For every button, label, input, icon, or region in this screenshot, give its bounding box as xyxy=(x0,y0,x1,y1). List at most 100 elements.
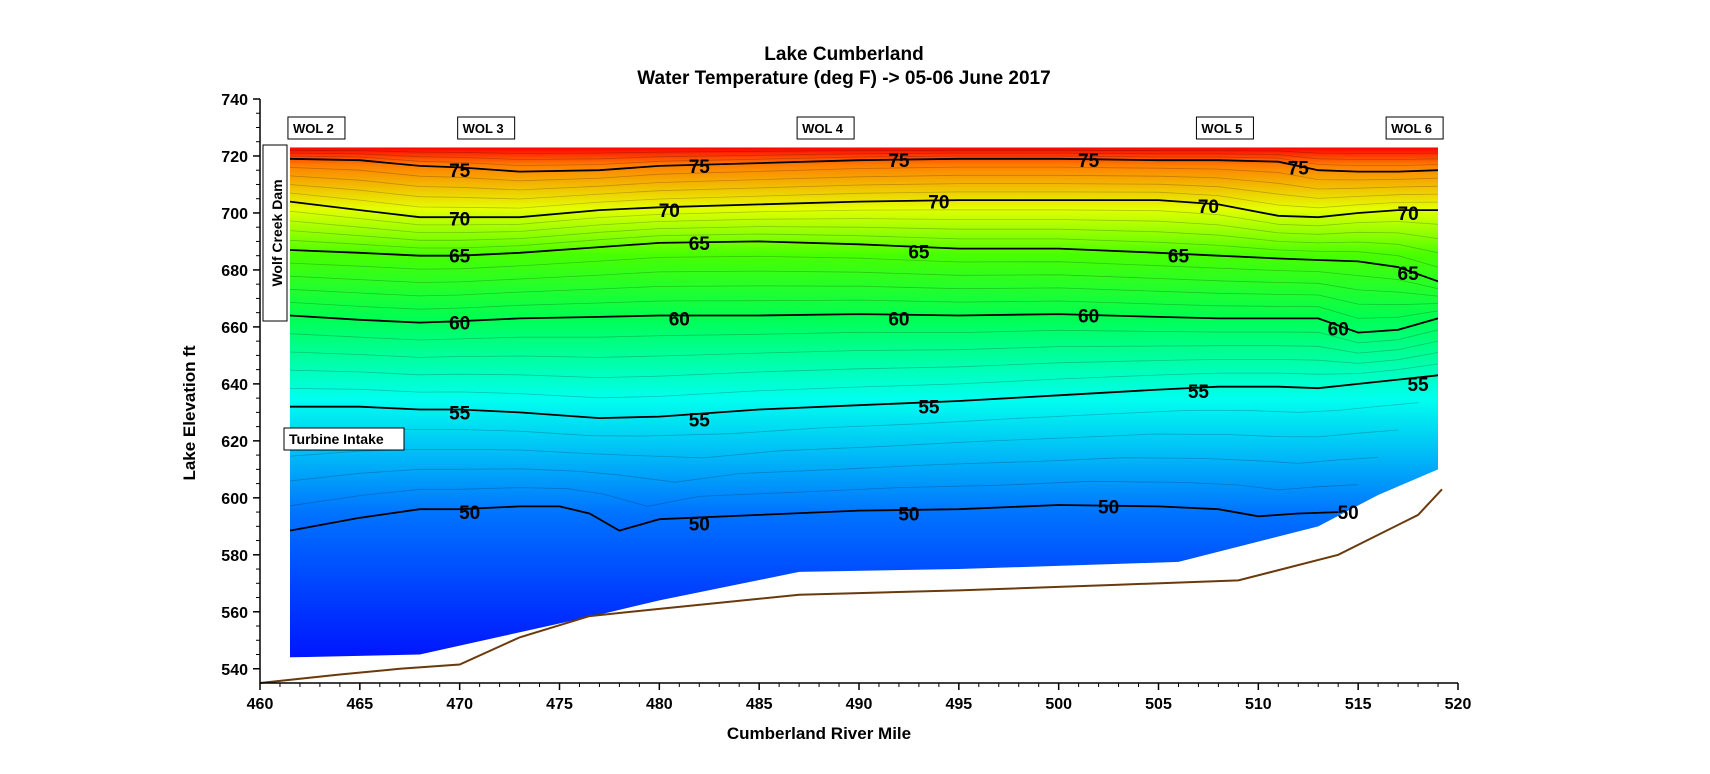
contour-label: 65 xyxy=(449,247,471,268)
contour-label: 75 xyxy=(449,161,471,182)
station-label: WOL 2 xyxy=(293,121,334,136)
station-box xyxy=(796,116,855,140)
y-tick-label: 700 xyxy=(221,206,248,223)
isotherm-line xyxy=(289,352,1439,379)
station-box xyxy=(457,116,516,140)
contour-label: 60 xyxy=(888,309,909,330)
isotherm-line xyxy=(289,191,1439,209)
contour-label: 50 xyxy=(898,504,919,525)
station-label: WOL 4 xyxy=(802,121,844,136)
contour-label: 60 xyxy=(1078,307,1099,328)
station-marker: WOL 5 xyxy=(1195,116,1254,140)
x-axis-ticks: 460 465 470 475 480 485 490 495 500 505 510 515 520 xyxy=(247,683,1472,713)
isotherm-line xyxy=(289,480,1359,507)
dam-label: Wolf Creek Dam xyxy=(269,179,285,286)
contour-label: 60 xyxy=(449,314,470,335)
contour-label: 55 xyxy=(1188,382,1210,403)
contour-label: 55 xyxy=(918,398,940,419)
contour-label: 75 xyxy=(1078,151,1100,172)
isotherm-line xyxy=(289,329,1439,344)
contour-label: 60 xyxy=(669,309,690,330)
y-tick-label: 740 xyxy=(221,92,248,109)
isotherm-line xyxy=(289,174,1439,191)
station-markers: WOL 2 WOL 3 WOL 4 WOL 5 WOL 6 xyxy=(287,116,1444,140)
axes: 460 465 470 475 480 485 490 495 500 505 510 515 520 … xyxy=(180,92,1471,743)
isotherm-line xyxy=(289,457,1379,483)
contour-line-50 xyxy=(289,504,1339,532)
intake-label: Turbine Intake xyxy=(289,431,384,447)
contour-label: 75 xyxy=(689,157,711,178)
station-box xyxy=(287,116,346,140)
isotherm-line xyxy=(289,299,1439,319)
contour-line-65 xyxy=(289,240,1439,283)
y-tick-label: 580 xyxy=(221,548,248,565)
isotherm-line xyxy=(289,233,1439,268)
contour-label: 50 xyxy=(459,503,480,524)
isotherm-line xyxy=(289,340,1439,358)
station-label: WOL 6 xyxy=(1391,121,1432,136)
x-tick-label: 490 xyxy=(846,696,873,713)
isotherm-line xyxy=(289,183,1439,200)
wolf-creek-dam-annotation: Wolf Creek Dam xyxy=(262,144,288,322)
contour-label: 55 xyxy=(689,410,711,431)
station-marker: WOL 2 xyxy=(287,116,346,140)
y-axis-title: Lake Elevation ft xyxy=(180,345,199,480)
contour-label: 70 xyxy=(449,210,470,231)
y-tick-label: 560 xyxy=(221,605,248,622)
y-tick-label: 640 xyxy=(221,377,248,394)
isotherm-line xyxy=(289,155,1439,167)
contour-label: 50 xyxy=(689,514,710,535)
contour-line-70 xyxy=(289,199,1438,219)
isotherm-line xyxy=(289,363,1439,399)
x-tick-label: 475 xyxy=(546,696,573,713)
isotherm-line xyxy=(289,218,1439,239)
turbine-intake-annotation: Turbine Intake xyxy=(283,427,405,451)
contour-label: 50 xyxy=(1098,497,1119,518)
isotherm-line xyxy=(289,166,1439,182)
chart-title: Lake Cumberland xyxy=(764,44,923,65)
contour-label: 70 xyxy=(1398,204,1419,225)
station-box xyxy=(1195,116,1254,140)
contour-line-60 xyxy=(289,313,1439,334)
x-tick-label: 495 xyxy=(945,696,972,713)
station-marker: WOL 4 xyxy=(796,116,855,140)
chart-subtitle: Water Temperature (deg F) -> 05-06 June … xyxy=(637,68,1050,89)
x-tick-label: 520 xyxy=(1445,696,1472,713)
x-tick-label: 500 xyxy=(1045,696,1072,713)
x-tick-label: 515 xyxy=(1345,696,1372,713)
contour-labels: 75 75 75 75 75 70 70 70 70 70 65 65 65 65 65 60 60 60 60 60… xyxy=(449,151,1429,535)
isotherm-line xyxy=(289,226,1439,254)
x-tick-label: 505 xyxy=(1145,696,1172,713)
y-tick-label: 660 xyxy=(221,320,248,337)
station-marker: WOL 3 xyxy=(457,116,516,140)
contour-line-75 xyxy=(289,157,1439,173)
contour-label: 50 xyxy=(1338,503,1359,524)
contour-label: 70 xyxy=(659,201,680,222)
x-tick-label: 460 xyxy=(247,696,274,713)
contour-lines xyxy=(289,157,1439,532)
station-box xyxy=(1385,116,1444,140)
isotherm-line xyxy=(289,402,1419,437)
x-axis-title: Cumberland River Mile xyxy=(727,724,911,743)
x-tick-label: 470 xyxy=(446,696,473,713)
lake-bed-line xyxy=(259,488,1443,684)
isotherm-line xyxy=(289,429,1399,459)
isotherm-bands xyxy=(289,149,1439,507)
x-tick-label: 485 xyxy=(746,696,773,713)
x-tick-label: 510 xyxy=(1245,696,1272,713)
contour-label: 75 xyxy=(888,151,910,172)
contour-label: 65 xyxy=(1398,264,1420,285)
y-tick-label: 620 xyxy=(221,434,248,451)
contour-line-55 xyxy=(289,374,1439,420)
x-tick-label: 480 xyxy=(646,696,673,713)
isotherm-line xyxy=(289,285,1439,306)
y-axis-ticks: 540 560 580 600 620 640 660 680 700 720 740 xyxy=(221,92,260,679)
x-tick-label: 465 xyxy=(346,696,373,713)
isotherm-line xyxy=(289,209,1439,227)
contour-label: 75 xyxy=(1288,158,1310,179)
contour-label: 55 xyxy=(449,403,471,424)
contour-label: 65 xyxy=(689,234,711,255)
isotherm-line xyxy=(289,149,1439,154)
y-tick-label: 600 xyxy=(221,491,248,508)
